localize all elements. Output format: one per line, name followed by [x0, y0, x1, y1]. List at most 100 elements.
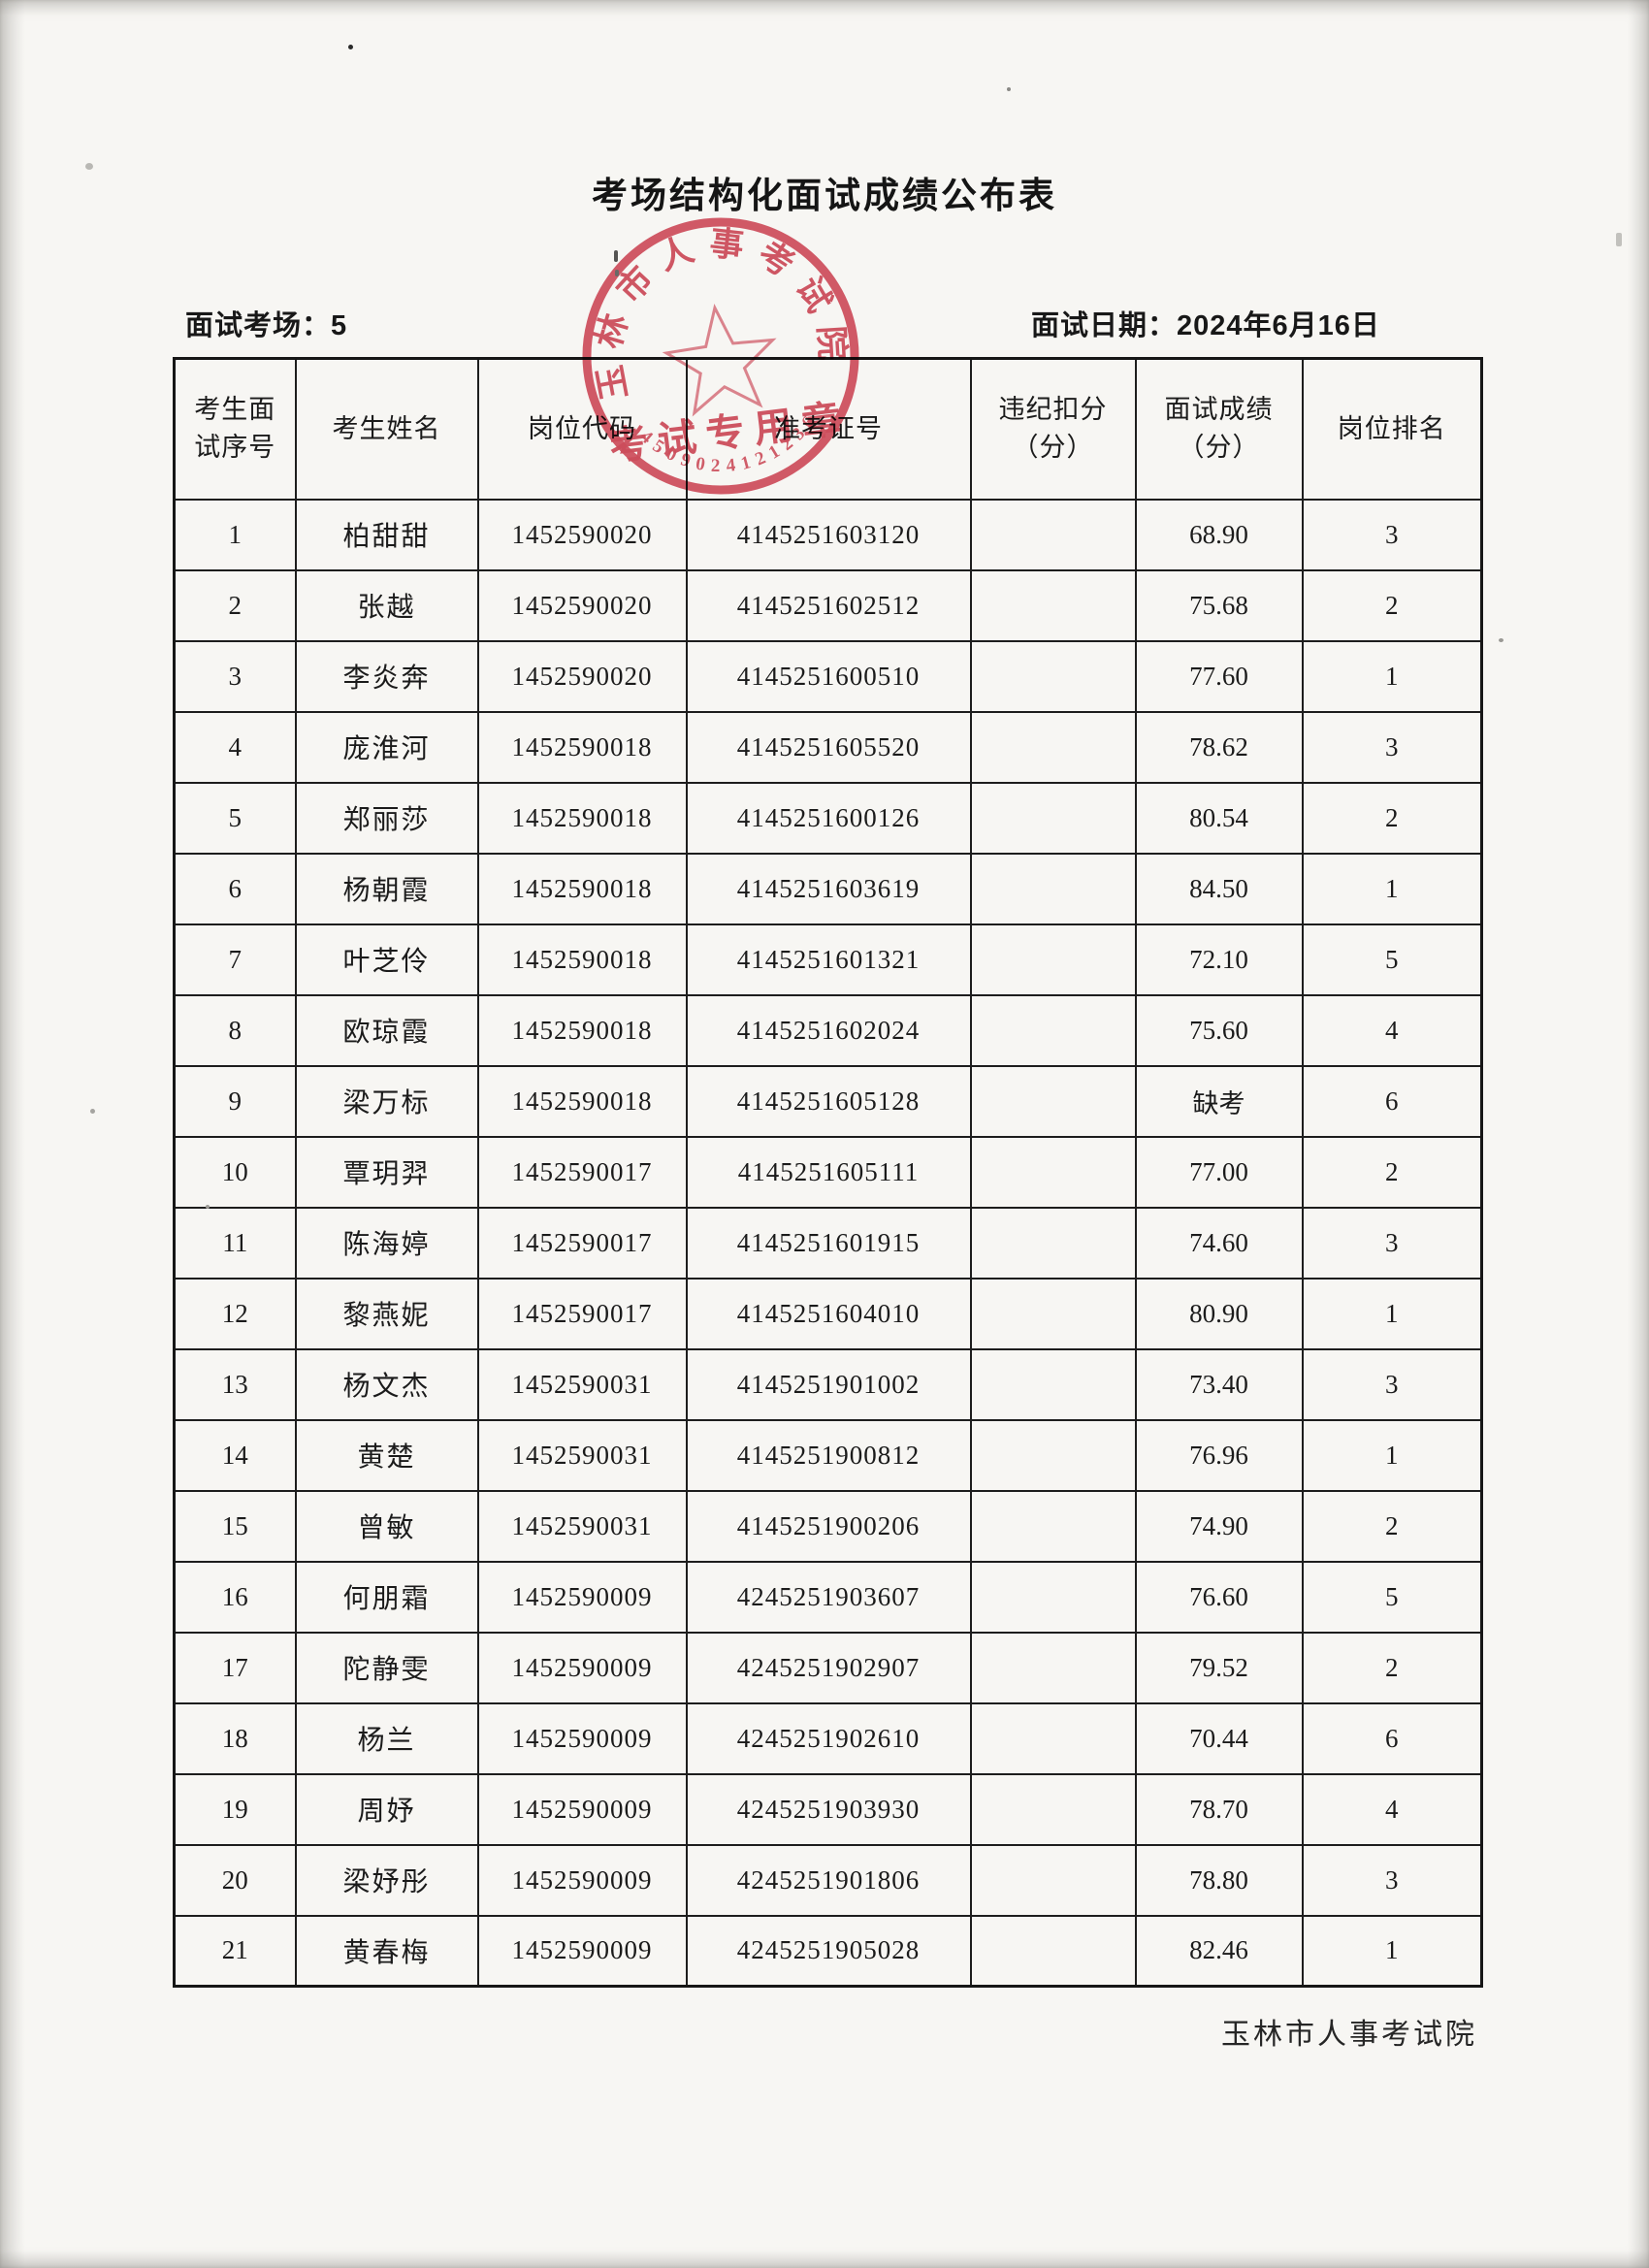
cell-seq: 20: [173, 1843, 297, 1917]
scan-speck: [614, 250, 618, 262]
cell-code: 1452590009: [476, 1631, 688, 1704]
cell-score: 76.60: [1134, 1560, 1304, 1634]
interview-date-label: 面试日期：2024年6月16日: [1031, 310, 1380, 341]
table-row: 10 覃玥羿 1452590017 4145251605111 77.00 2: [173, 1135, 1483, 1209]
scan-speck: [1007, 87, 1011, 91]
scan-speck: [615, 270, 619, 276]
cell-seq: 9: [173, 1064, 297, 1138]
cell-deduction: [969, 1206, 1137, 1280]
col-header-ticket: 准考证号: [685, 357, 972, 501]
issuer-signature: 玉林市人事考试院: [1221, 2019, 1477, 2051]
cell-ticket: 4145251900206: [685, 1489, 972, 1563]
cell-seq: 19: [173, 1772, 297, 1846]
interview-room-label: 面试考场：5: [185, 310, 348, 341]
cell-code: 1452590009: [476, 1701, 688, 1775]
cell-seq: 1: [173, 498, 297, 571]
cell-ticket: 4145251601321: [685, 923, 972, 996]
table-row: 16 何朋霜 1452590009 4245251903607 76.60 5: [173, 1560, 1483, 1634]
cell-name: 欧琼霞: [294, 993, 479, 1067]
cell-name: 陈海婷: [294, 1206, 479, 1280]
table-row: 1 柏甜甜 1452590020 4145251603120 68.90 3: [173, 498, 1483, 571]
cell-deduction: [969, 1489, 1137, 1563]
cell-rank: 6: [1301, 1064, 1483, 1138]
cell-ticket: 4245251901806: [685, 1843, 972, 1917]
header-row: 考生面 试序号 考生姓名 岗位代码 准考证号 违纪扣分 （分） 面试成绩 （分） 岗位排名: [173, 357, 1483, 501]
cell-name: 黄楚: [294, 1418, 479, 1492]
cell-ticket: 4145251603120: [685, 498, 972, 571]
cell-deduction: [969, 1347, 1137, 1421]
col-header-score: 面试成绩 （分）: [1134, 357, 1304, 501]
cell-ticket: 4145251603619: [685, 852, 972, 925]
cell-rank: 3: [1301, 498, 1483, 571]
cell-code: 1452590009: [476, 1560, 688, 1634]
table-row: 21 黄春梅 1452590009 4245251905028 82.46 1: [173, 1914, 1483, 1988]
table-row: 17 陀静雯 1452590009 4245251902907 79.52 2: [173, 1631, 1483, 1704]
table-row: 8 欧琼霞 1452590018 4145251602024 75.60 4: [173, 993, 1483, 1067]
cell-rank: 4: [1301, 1772, 1483, 1846]
cell-name: 张越: [294, 568, 479, 642]
cell-name: 叶芝伶: [294, 923, 479, 996]
cell-rank: 2: [1301, 781, 1483, 855]
col-header-name: 考生姓名: [294, 357, 479, 501]
cell-seq: 17: [173, 1631, 297, 1704]
cell-ticket: 4245251902907: [685, 1631, 972, 1704]
cell-seq: 10: [173, 1135, 297, 1209]
cell-name: 何朋霜: [294, 1560, 479, 1634]
cell-ticket: 4145251602024: [685, 993, 972, 1067]
cell-code: 1452590031: [476, 1418, 688, 1492]
cell-ticket: 4145251602512: [685, 568, 972, 642]
score-table: 考生面 试序号 考生姓名 岗位代码 准考证号 违纪扣分 （分） 面试成绩 （分） 岗位排名 1 柏甜…: [173, 357, 1483, 1988]
cell-code: 1452590020: [476, 498, 688, 571]
cell-score: 75.68: [1134, 568, 1304, 642]
table-row: 6 杨朝霞 1452590018 4145251603619 84.50 1: [173, 852, 1483, 925]
table-row: 18 杨兰 1452590009 4245251902610 70.44 6: [173, 1701, 1483, 1775]
table-row: 12 黎燕妮 1452590017 4145251604010 80.90 1: [173, 1277, 1483, 1350]
cell-deduction: [969, 1843, 1137, 1917]
cell-name: 杨兰: [294, 1701, 479, 1775]
cell-rank: 3: [1301, 1206, 1483, 1280]
cell-ticket: 4145251600510: [685, 639, 972, 713]
scan-speck: [1616, 233, 1622, 246]
cell-score: 75.60: [1134, 993, 1304, 1067]
cell-score: 80.54: [1134, 781, 1304, 855]
cell-code: 1452590009: [476, 1843, 688, 1917]
cell-rank: 2: [1301, 1135, 1483, 1209]
cell-ticket: 4145251605128: [685, 1064, 972, 1138]
cell-deduction: [969, 993, 1137, 1067]
cell-ticket: 4245251903607: [685, 1560, 972, 1634]
scan-edge-left: [0, 0, 25, 2268]
cell-name: 杨文杰: [294, 1347, 479, 1421]
cell-score: 缺考: [1134, 1064, 1304, 1138]
cell-code: 1452590020: [476, 639, 688, 713]
cell-deduction: [969, 710, 1137, 784]
table-row: 19 周妤 1452590009 4245251903930 78.70 4: [173, 1772, 1483, 1846]
col-header-seq: 考生面 试序号: [173, 357, 297, 501]
cell-seq: 11: [173, 1206, 297, 1280]
col-header-code: 岗位代码: [476, 357, 688, 501]
cell-name: 陀静雯: [294, 1631, 479, 1704]
cell-ticket: 4145251604010: [685, 1277, 972, 1350]
cell-deduction: [969, 1135, 1137, 1209]
cell-ticket: 4145251901002: [685, 1347, 972, 1421]
table-row: 7 叶芝伶 1452590018 4145251601321 72.10 5: [173, 923, 1483, 996]
cell-code: 1452590017: [476, 1135, 688, 1209]
table-row: 2 张越 1452590020 4145251602512 75.68 2: [173, 568, 1483, 642]
cell-code: 1452590009: [476, 1914, 688, 1988]
cell-code: 1452590017: [476, 1206, 688, 1280]
cell-ticket: 4245251905028: [685, 1914, 972, 1988]
cell-code: 1452590018: [476, 923, 688, 996]
cell-deduction: [969, 1560, 1137, 1634]
cell-code: 1452590018: [476, 710, 688, 784]
cell-score: 72.10: [1134, 923, 1304, 996]
cell-name: 梁妤彤: [294, 1843, 479, 1917]
cell-score: 78.70: [1134, 1772, 1304, 1846]
cell-score: 78.80: [1134, 1843, 1304, 1917]
scan-speck: [348, 45, 353, 49]
cell-score: 80.90: [1134, 1277, 1304, 1350]
cell-seq: 21: [173, 1914, 297, 1988]
cell-name: 李炎奔: [294, 639, 479, 713]
table-row: 20 梁妤彤 1452590009 4245251901806 78.80 3: [173, 1843, 1483, 1917]
scan-speck: [1499, 638, 1504, 642]
cell-rank: 5: [1301, 1560, 1483, 1634]
cell-score: 74.60: [1134, 1206, 1304, 1280]
